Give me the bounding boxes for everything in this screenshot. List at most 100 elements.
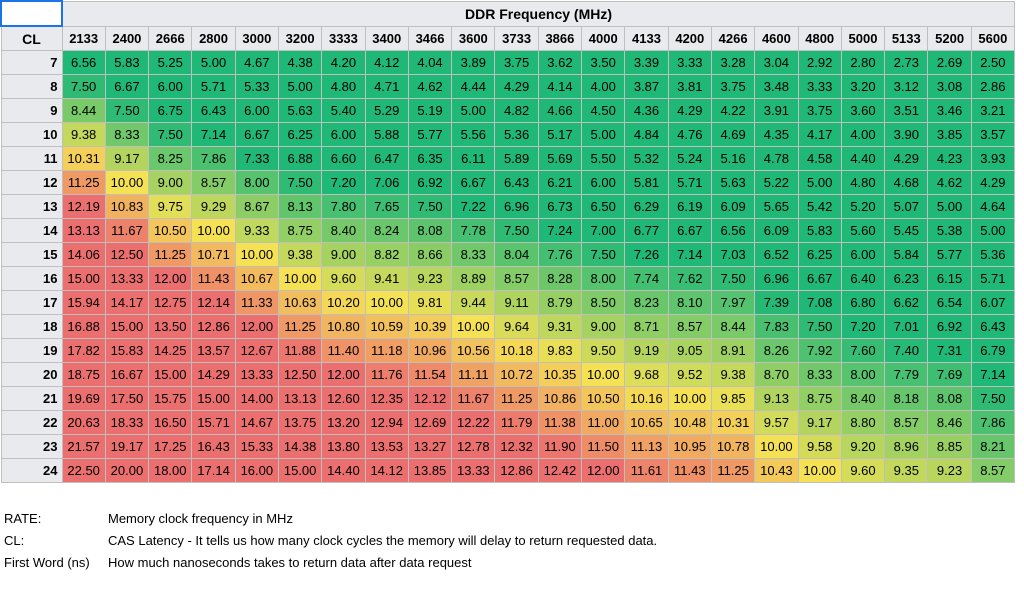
- frequency-header[interactable]: 2133: [61, 25, 106, 51]
- latency-cell[interactable]: 11.38: [537, 410, 583, 435]
- latency-cell[interactable]: 9.23: [407, 266, 453, 291]
- frequency-header[interactable]: 3733: [494, 25, 539, 51]
- latency-cell[interactable]: 6.56: [710, 218, 756, 243]
- latency-cell[interactable]: 11.67: [451, 386, 496, 411]
- latency-cell[interactable]: 10.16: [624, 386, 669, 411]
- latency-cell[interactable]: 7.22: [451, 194, 496, 219]
- latency-cell[interactable]: 4.29: [667, 98, 712, 123]
- latency-cell[interactable]: 7.92: [797, 338, 842, 363]
- latency-cell[interactable]: 9.17: [797, 410, 842, 435]
- latency-cell[interactable]: 7.65: [364, 194, 409, 219]
- latency-cell[interactable]: 3.75: [710, 74, 756, 99]
- latency-cell[interactable]: 5.42: [797, 194, 842, 219]
- latency-cell[interactable]: 3.48: [754, 74, 799, 99]
- latency-cell[interactable]: 8.00: [840, 362, 886, 387]
- frequency-header[interactable]: 3200: [277, 25, 323, 51]
- latency-cell[interactable]: 6.43: [191, 98, 236, 123]
- latency-cell[interactable]: 9.38: [277, 242, 323, 267]
- latency-cell[interactable]: 9.35: [884, 458, 929, 483]
- latency-cell[interactable]: 5.71: [667, 170, 712, 195]
- latency-cell[interactable]: 17.25: [148, 434, 193, 459]
- latency-cell[interactable]: 9.00: [148, 170, 193, 195]
- latency-cell[interactable]: 10.00: [234, 242, 279, 267]
- latency-cell[interactable]: 6.35: [407, 146, 453, 171]
- latency-cell[interactable]: 7.97: [710, 290, 756, 315]
- latency-cell[interactable]: 10.00: [667, 386, 712, 411]
- latency-cell[interactable]: 4.20: [321, 50, 366, 75]
- latency-cell[interactable]: 11.25: [148, 242, 193, 267]
- latency-cell[interactable]: 15.71: [191, 410, 236, 435]
- latency-cell[interactable]: 12.69: [407, 410, 453, 435]
- latency-cell[interactable]: 7.69: [927, 362, 972, 387]
- latency-cell[interactable]: 6.00: [840, 242, 886, 267]
- latency-cell[interactable]: 12.12: [407, 386, 453, 411]
- latency-cell[interactable]: 8.50: [581, 290, 626, 315]
- frequency-header[interactable]: 5000: [840, 25, 886, 51]
- latency-cell[interactable]: 9.60: [840, 458, 886, 483]
- latency-cell[interactable]: 3.46: [927, 98, 972, 123]
- latency-cell[interactable]: 11.61: [624, 458, 669, 483]
- latency-cell[interactable]: 4.71: [364, 74, 409, 99]
- latency-cell[interactable]: 9.41: [364, 266, 409, 291]
- cl-row-header[interactable]: 16: [0, 266, 63, 291]
- latency-cell[interactable]: 5.83: [104, 50, 150, 75]
- latency-cell[interactable]: 3.62: [537, 50, 583, 75]
- latency-cell[interactable]: 8.00: [581, 266, 626, 291]
- latency-cell[interactable]: 7.80: [321, 194, 366, 219]
- frequency-header[interactable]: 3866: [537, 25, 583, 51]
- latency-cell[interactable]: 11.88: [277, 338, 323, 363]
- latency-cell[interactable]: 2.69: [927, 50, 972, 75]
- latency-cell[interactable]: 5.00: [451, 98, 496, 123]
- latency-cell[interactable]: 14.67: [234, 410, 279, 435]
- latency-cell[interactable]: 12.50: [277, 362, 323, 387]
- latency-cell[interactable]: 9.68: [624, 362, 669, 387]
- latency-cell[interactable]: 6.21: [537, 170, 583, 195]
- latency-cell[interactable]: 9.38: [61, 122, 106, 147]
- latency-cell[interactable]: 7.50: [581, 242, 626, 267]
- cl-row-header[interactable]: 7: [0, 50, 63, 75]
- latency-cell[interactable]: 9.83: [537, 338, 583, 363]
- latency-cell[interactable]: 2.92: [797, 50, 842, 75]
- latency-cell[interactable]: 6.80: [840, 290, 886, 315]
- latency-cell[interactable]: 12.86: [191, 314, 236, 339]
- latency-cell[interactable]: 8.25: [148, 146, 193, 171]
- latency-cell[interactable]: 11.90: [537, 434, 583, 459]
- latency-cell[interactable]: 10.00: [754, 434, 799, 459]
- latency-cell[interactable]: 12.50: [104, 242, 150, 267]
- latency-cell[interactable]: 7.78: [451, 218, 496, 243]
- latency-cell[interactable]: 4.12: [364, 50, 409, 75]
- latency-cell[interactable]: 5.69: [537, 146, 583, 171]
- latency-cell[interactable]: 6.19: [667, 194, 712, 219]
- latency-cell[interactable]: 8.40: [840, 386, 886, 411]
- latency-cell[interactable]: 6.52: [754, 242, 799, 267]
- latency-cell[interactable]: 8.75: [277, 218, 323, 243]
- latency-cell[interactable]: 9.00: [581, 314, 626, 339]
- latency-cell[interactable]: 21.57: [61, 434, 106, 459]
- latency-cell[interactable]: 8.57: [970, 458, 1016, 483]
- latency-cell[interactable]: 6.54: [927, 290, 972, 315]
- latency-cell[interactable]: 8.75: [797, 386, 842, 411]
- latency-cell[interactable]: 10.35: [537, 362, 583, 387]
- latency-cell[interactable]: 10.39: [407, 314, 453, 339]
- latency-cell[interactable]: 3.51: [884, 98, 929, 123]
- latency-cell[interactable]: 12.35: [364, 386, 409, 411]
- latency-cell[interactable]: 19.69: [61, 386, 106, 411]
- latency-cell[interactable]: 6.75: [148, 98, 193, 123]
- latency-cell[interactable]: 12.00: [321, 362, 366, 387]
- latency-cell[interactable]: 15.83: [104, 338, 150, 363]
- latency-cell[interactable]: 6.23: [884, 266, 929, 291]
- latency-cell[interactable]: 10.00: [191, 218, 236, 243]
- latency-cell[interactable]: 8.79: [537, 290, 583, 315]
- latency-cell[interactable]: 14.40: [321, 458, 366, 483]
- cl-row-header[interactable]: 21: [0, 386, 63, 411]
- latency-cell[interactable]: 9.58: [797, 434, 842, 459]
- latency-cell[interactable]: 4.62: [927, 170, 972, 195]
- latency-cell[interactable]: 13.80: [321, 434, 366, 459]
- latency-cell[interactable]: 3.04: [754, 50, 799, 75]
- latency-cell[interactable]: 7.31: [927, 338, 972, 363]
- latency-cell[interactable]: 3.21: [970, 98, 1016, 123]
- latency-cell[interactable]: 8.18: [884, 386, 929, 411]
- latency-cell[interactable]: 15.75: [148, 386, 193, 411]
- frequency-header[interactable]: 3400: [364, 25, 409, 51]
- latency-cell[interactable]: 8.96: [884, 434, 929, 459]
